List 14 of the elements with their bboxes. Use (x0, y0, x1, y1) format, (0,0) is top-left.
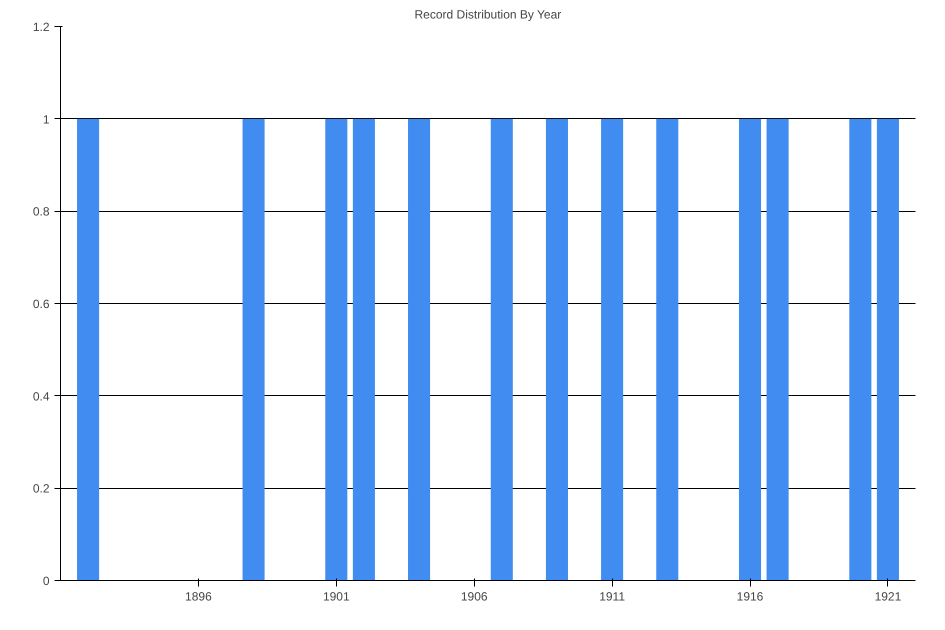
x-tick-label: 1901 (322, 590, 350, 604)
y-tick-label: 0.2 (32, 482, 50, 496)
x-tick-label: 1921 (874, 590, 902, 604)
chart-title: Record Distribution By Year (414, 8, 562, 22)
y-tick-label: 0.4 (32, 389, 50, 404)
y-tick-label: 1 (42, 112, 50, 126)
y-tick-label: 1.2 (32, 20, 50, 34)
y-tick-label: 0 (42, 574, 50, 588)
x-tick-label: 1911 (599, 590, 626, 604)
x-tick-label: 1896 (185, 590, 212, 604)
y-tick-label: 0.8 (32, 204, 50, 219)
y-tick-label: 0.6 (32, 297, 50, 311)
x-tick-label: 1906 (460, 590, 488, 604)
x-tick-label: 1916 (736, 590, 764, 604)
